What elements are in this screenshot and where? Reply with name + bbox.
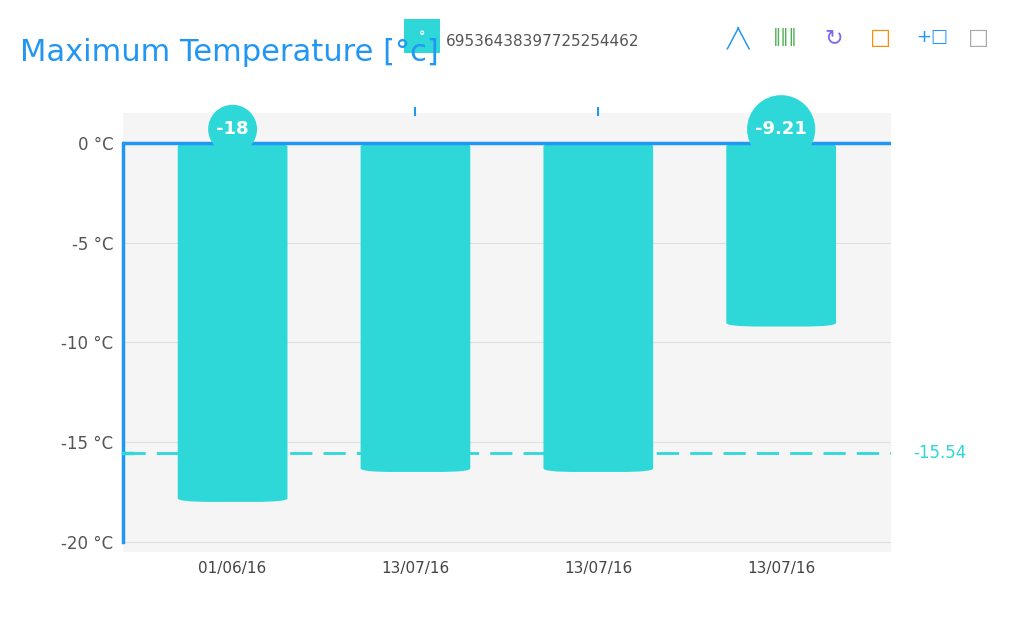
Text: ↻: ↻ bbox=[824, 28, 843, 48]
Text: 69536438397725254462: 69536438397725254462 bbox=[445, 34, 639, 50]
FancyBboxPatch shape bbox=[360, 143, 470, 472]
Text: ‖‖‖: ‖‖‖ bbox=[773, 28, 798, 46]
Text: °: ° bbox=[419, 29, 426, 43]
Text: ╱╲: ╱╲ bbox=[727, 28, 751, 50]
Text: +□: +□ bbox=[916, 28, 948, 46]
FancyBboxPatch shape bbox=[544, 143, 653, 472]
Text: -15.54: -15.54 bbox=[912, 444, 966, 462]
Text: □: □ bbox=[870, 28, 892, 48]
Text: □: □ bbox=[968, 28, 989, 48]
FancyBboxPatch shape bbox=[178, 143, 288, 502]
FancyBboxPatch shape bbox=[726, 143, 836, 327]
Text: -9.21: -9.21 bbox=[756, 120, 807, 138]
Text: Maximum Temperature [°c]: Maximum Temperature [°c] bbox=[20, 38, 439, 66]
Text: -18: -18 bbox=[216, 120, 249, 138]
